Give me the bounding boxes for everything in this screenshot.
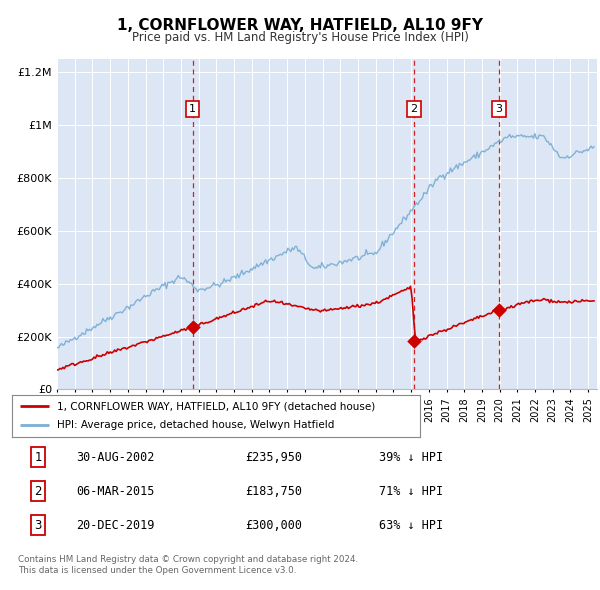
Text: 30-AUG-2002: 30-AUG-2002 [76,451,154,464]
Text: 3: 3 [496,104,503,114]
Text: 63% ↓ HPI: 63% ↓ HPI [379,519,443,532]
Point [188,322,197,332]
Text: HPI: Average price, detached house, Welwyn Hatfield: HPI: Average price, detached house, Welw… [57,421,334,431]
Point [494,306,504,315]
Text: £235,950: £235,950 [245,451,302,464]
Point [409,336,419,346]
Text: 2: 2 [410,104,418,114]
Text: 20-DEC-2019: 20-DEC-2019 [76,519,154,532]
Text: 3: 3 [35,519,42,532]
Text: 1, CORNFLOWER WAY, HATFIELD, AL10 9FY: 1, CORNFLOWER WAY, HATFIELD, AL10 9FY [117,18,483,32]
Text: Contains HM Land Registry data © Crown copyright and database right 2024.: Contains HM Land Registry data © Crown c… [18,555,358,563]
Text: £183,750: £183,750 [245,484,302,498]
Text: 71% ↓ HPI: 71% ↓ HPI [379,484,443,498]
Text: 1, CORNFLOWER WAY, HATFIELD, AL10 9FY (detached house): 1, CORNFLOWER WAY, HATFIELD, AL10 9FY (d… [57,401,375,411]
Text: 1: 1 [189,104,196,114]
Text: 2: 2 [34,484,42,498]
Text: £300,000: £300,000 [245,519,302,532]
Text: This data is licensed under the Open Government Licence v3.0.: This data is licensed under the Open Gov… [18,566,296,575]
Text: Price paid vs. HM Land Registry's House Price Index (HPI): Price paid vs. HM Land Registry's House … [131,31,469,44]
Text: 06-MAR-2015: 06-MAR-2015 [76,484,154,498]
Text: 1: 1 [34,451,42,464]
Text: 39% ↓ HPI: 39% ↓ HPI [379,451,443,464]
